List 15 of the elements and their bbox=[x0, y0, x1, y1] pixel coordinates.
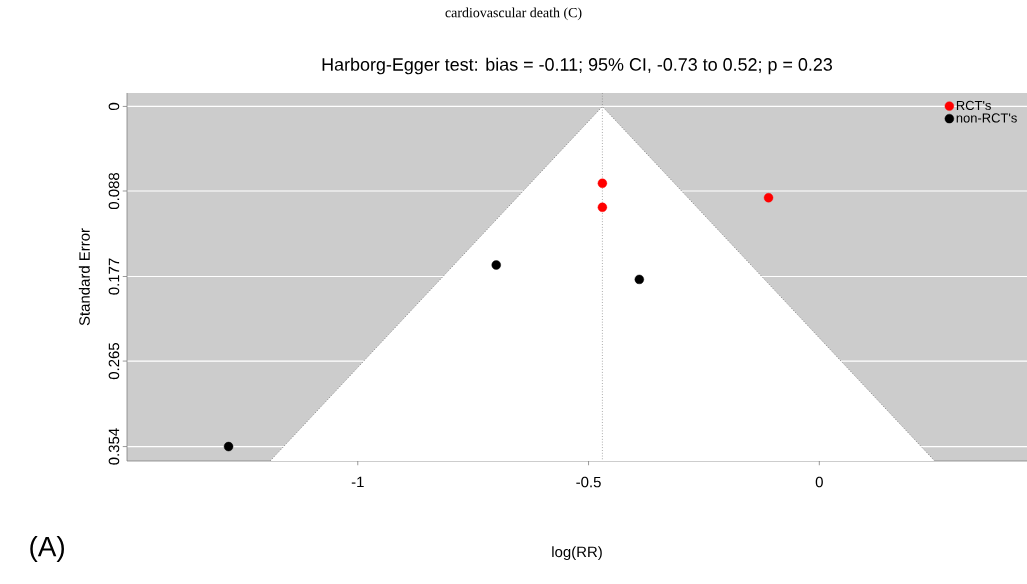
y-axis-title: Standard Error bbox=[78, 228, 90, 326]
y-tick-label: 0.354 bbox=[108, 428, 120, 465]
y-tick-label: 0.265 bbox=[108, 342, 120, 380]
x-tick-label: -0.5 bbox=[576, 476, 601, 488]
y-tick-label: 0.177 bbox=[108, 258, 120, 295]
text: (A) bbox=[30, 536, 64, 562]
x-tick-label: 0 bbox=[815, 476, 823, 488]
chart-title: cardiovascular death (C) bbox=[445, 7, 582, 21]
legend-label: RCT's bbox=[956, 100, 991, 111]
y-tick-label: 0 bbox=[108, 102, 120, 111]
chart-subtitle: Harborg-Egger test: bias = -0.11; 95% CI, -0.73 to 0.52; p = 0.23 bbox=[322, 57, 833, 75]
x-axis-title: log(RR) bbox=[552, 546, 602, 561]
legend-label: non-RCT's bbox=[956, 113, 1017, 123]
y-tick-label: 0.088 bbox=[108, 172, 120, 210]
x-tick-label: -1 bbox=[351, 476, 364, 488]
